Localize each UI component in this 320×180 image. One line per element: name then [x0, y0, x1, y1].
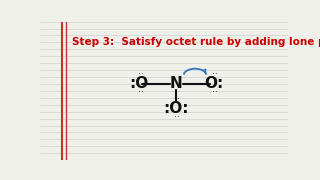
Text: ··: ·· — [173, 95, 179, 104]
Text: ··: ·· — [138, 89, 143, 98]
Text: :O: :O — [130, 76, 149, 91]
Text: ··: ·· — [212, 70, 218, 79]
Text: ··: ·· — [138, 70, 143, 79]
Text: Step 3:  Satisfy octet rule by adding lone pairs: Step 3: Satisfy octet rule by adding lon… — [72, 37, 320, 47]
Text: :O:: :O: — [164, 101, 189, 116]
Text: O:: O: — [204, 76, 223, 91]
Text: ··: ·· — [173, 113, 179, 122]
Text: ··: ·· — [212, 89, 218, 98]
Text: N: N — [170, 76, 183, 91]
